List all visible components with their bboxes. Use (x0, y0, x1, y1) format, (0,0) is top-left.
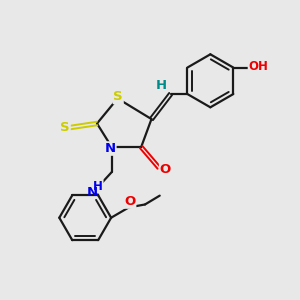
Text: H: H (156, 79, 167, 92)
Text: N: N (87, 186, 98, 199)
Text: O: O (124, 195, 136, 208)
Text: O: O (160, 163, 171, 176)
Text: S: S (60, 122, 70, 134)
Text: S: S (113, 91, 123, 103)
Text: H: H (93, 180, 103, 193)
Text: N: N (105, 142, 116, 155)
Text: OH: OH (248, 61, 268, 74)
